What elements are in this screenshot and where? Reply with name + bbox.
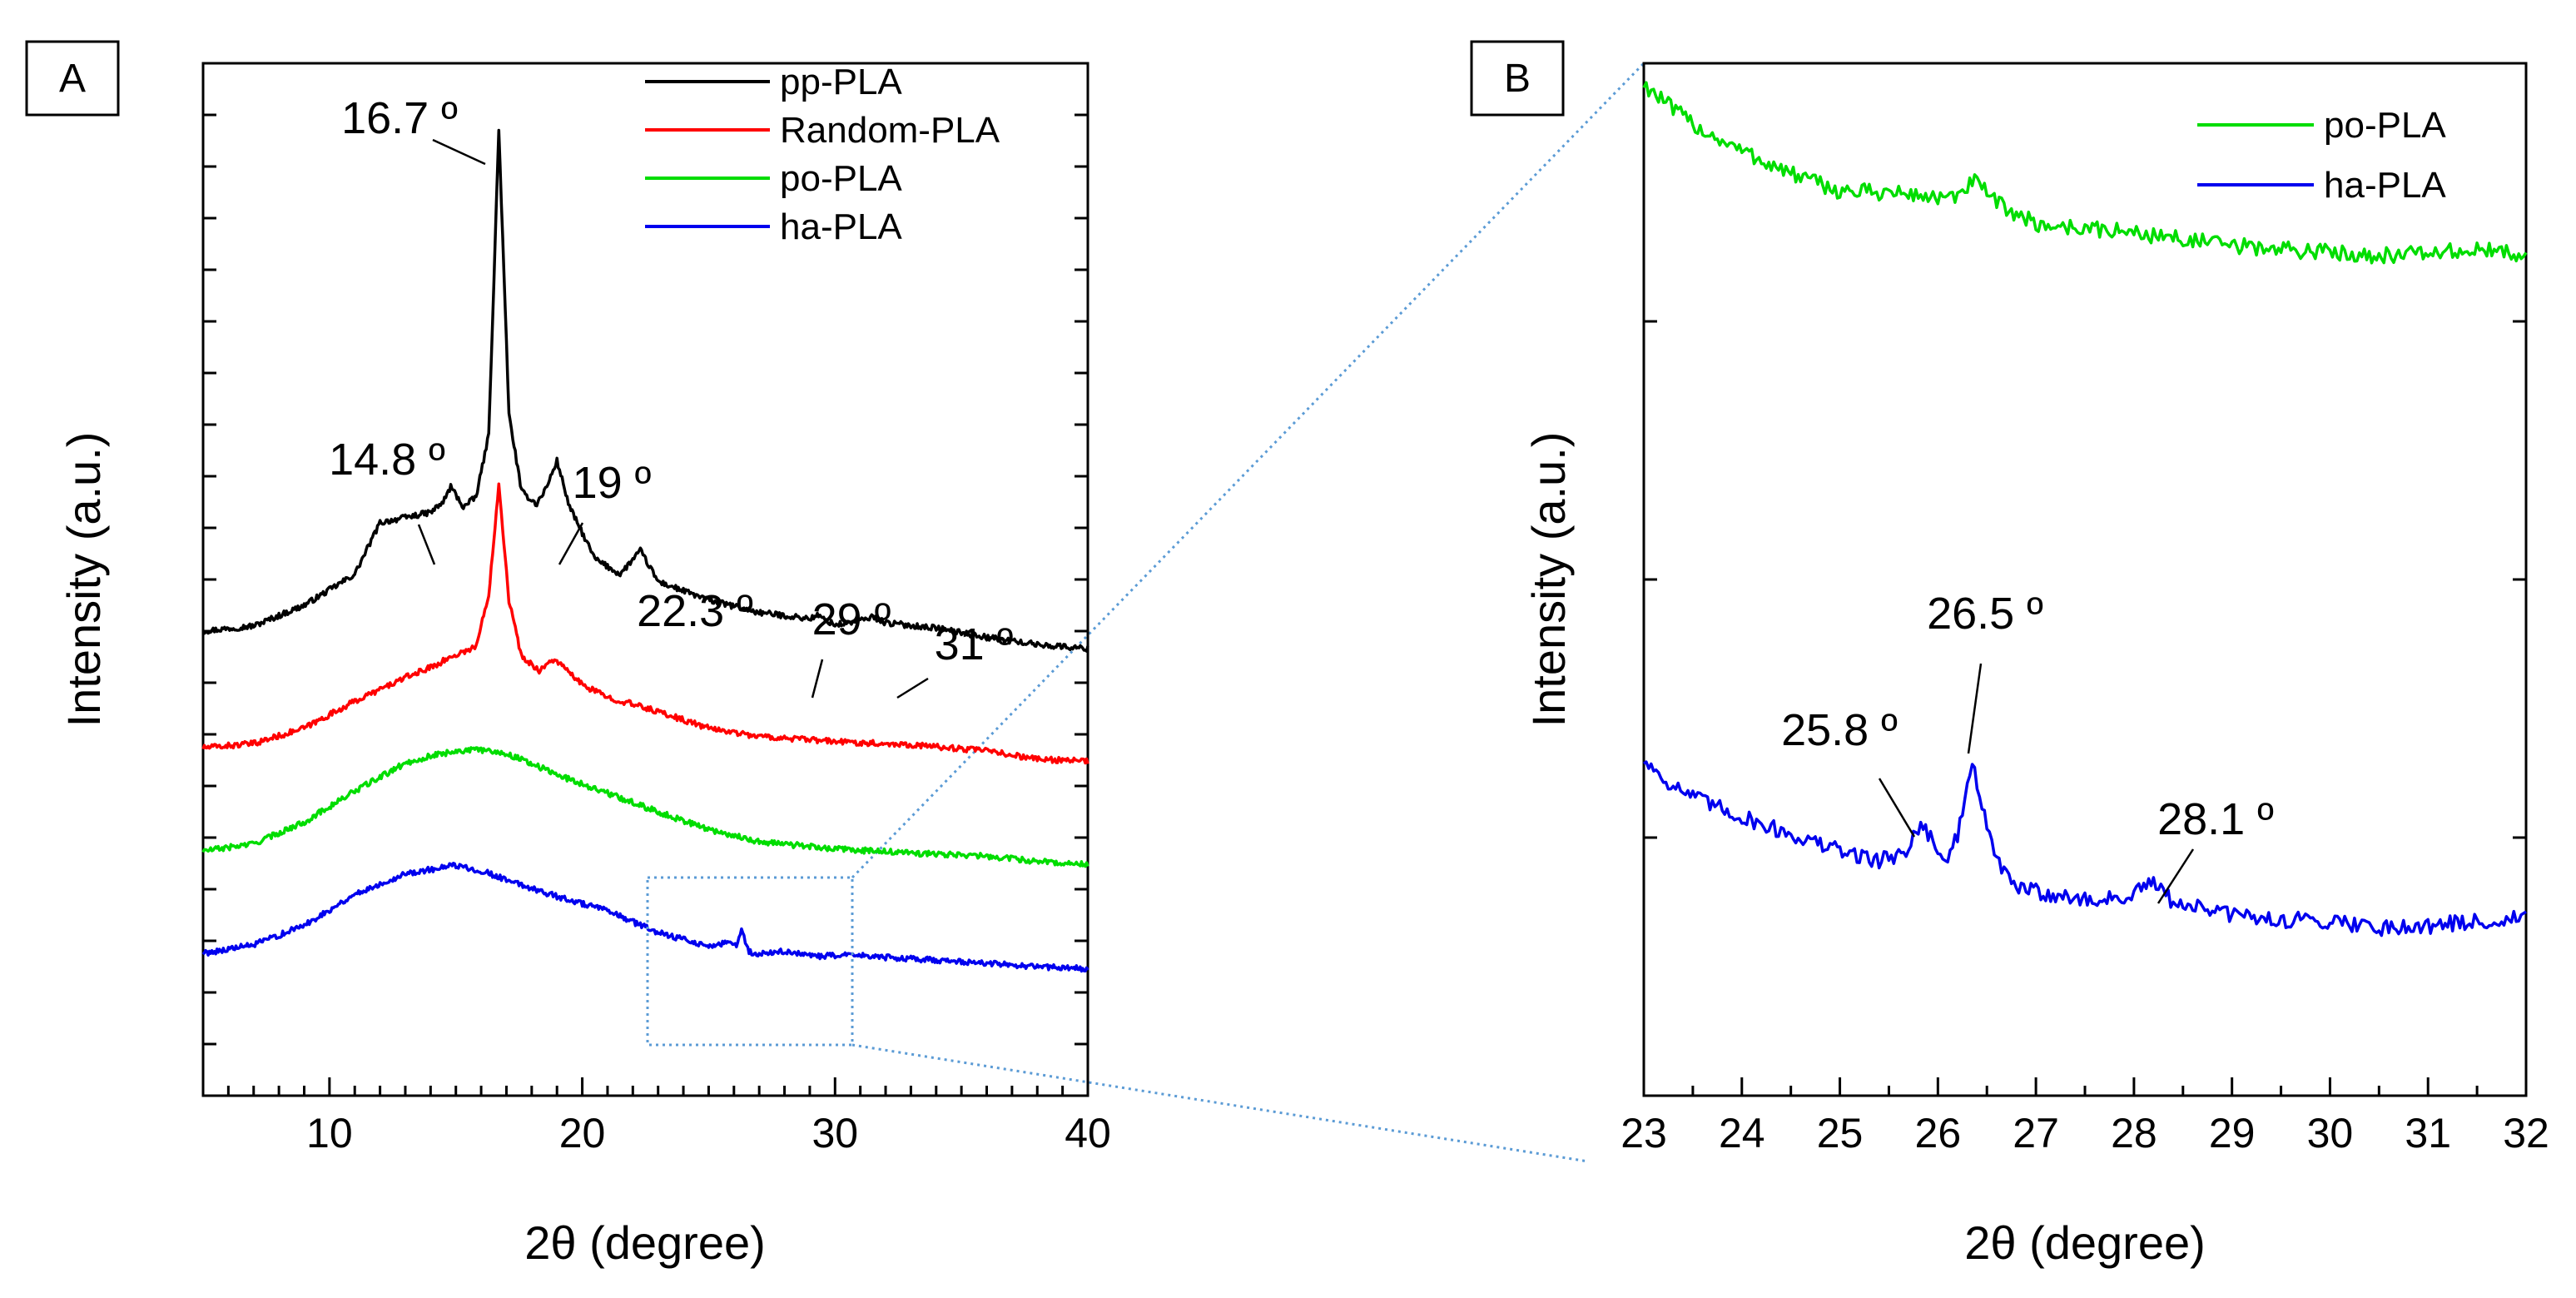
panel-b-chart: 23 24 25 26 27 28 29 30 31 32 25.8 º26.5 º28.1 º … (1522, 62, 2549, 1269)
series-line-pp-pla (201, 128, 1089, 653)
legend-label-ha-pla: ha-PLA (2324, 165, 2446, 206)
peak-annotation-leader (1878, 778, 1916, 838)
legend-label-po-pla: po-PLA (780, 158, 902, 199)
series-line-ha-pla (201, 862, 1089, 973)
x-tick-label: 29 (2209, 1110, 2256, 1156)
peak-annotation-leader (417, 524, 436, 565)
peak-annotation-label: 14.8 º (329, 435, 445, 485)
panel-a-tag-box (25, 40, 120, 117)
zoom-connector-top (851, 62, 1645, 879)
peak-annotation-label: 22.3 º (637, 586, 753, 636)
panel-a-series-lines (201, 128, 1089, 973)
panel-a-plot-frame (201, 62, 1089, 1097)
peak-annotation-label: 26.5 º (1927, 589, 2043, 639)
peak-annotation-label: 19 º (573, 458, 652, 508)
legend-label-po-pla: po-PLA (2324, 105, 2446, 146)
x-tick-label: 30 (812, 1110, 858, 1156)
panel-b-tag: B (1504, 57, 1531, 101)
peak-annotation-label: 29 º (812, 594, 891, 644)
peak-annotation-leader (558, 522, 584, 565)
peak-annotation-leader (432, 138, 486, 166)
peak-annotation-leader (896, 677, 929, 699)
panel-b-legend: po-PLA ha-PLA (2197, 105, 2446, 206)
series-line-ha-pla (1642, 760, 2527, 937)
panel-a-y-axis-label: Intensity (a.u.) (57, 432, 110, 728)
zoom-connector-bottom (851, 1043, 1589, 1163)
x-tick-label: 10 (306, 1110, 353, 1156)
panel-a-tag: A (59, 57, 86, 101)
panel-a-ticks: 10 20 30 40 (201, 113, 1111, 1156)
x-tick-label: 23 (1621, 1110, 1667, 1156)
peak-annotation-label: 31 º (935, 619, 1014, 669)
series-line-po-pla (1642, 81, 2528, 265)
x-tick-label: 32 (2503, 1110, 2549, 1156)
legend-label-random-pla: Random-PLA (780, 110, 1000, 151)
panel-b-annotations: 25.8 º 26.5 º 28.1 º (1781, 589, 2274, 904)
peak-annotation-label: 16.7 º (341, 93, 458, 143)
panel-b-plot-frame (1642, 62, 2528, 1097)
peak-annotation-leader (2157, 848, 2195, 904)
legend-label-ha-pla: ha-PLA (780, 206, 902, 247)
panel-a-annotations: 16.7 º 14.8 º 19 º 22.3 º 29 º 31 º (329, 93, 1014, 699)
peak-annotation-leader (811, 659, 824, 699)
x-tick-label: 40 (1065, 1110, 1111, 1156)
x-tick-label: 26 (1915, 1110, 1962, 1156)
peak-annotation-label: 25.8 º (1781, 705, 1898, 755)
x-tick-label: 20 (559, 1110, 606, 1156)
panel-b-x-axis-label: 2θ (degree) (1964, 1216, 2206, 1269)
series-line-random-pla (201, 482, 1089, 765)
legend-label-pp-pla: pp-PLA (780, 62, 902, 102)
series-line-po-pla (201, 746, 1089, 868)
panel-a-chart: 10 20 30 40 16.7 º14.8 º 19 º22.3 º 29 º 31 º … (57, 62, 1111, 1269)
x-tick-label: 24 (1719, 1110, 1765, 1156)
x-tick-label: 31 (2405, 1110, 2451, 1156)
x-tick-label: 28 (2111, 1110, 2157, 1156)
panel-a-x-axis-label: 2θ (degree) (524, 1216, 766, 1269)
x-tick-label: 27 (2013, 1110, 2059, 1156)
panel-b-tag-box (1470, 40, 1565, 117)
panel-b-y-axis-label: Intensity (a.u.) (1522, 432, 1575, 728)
panel-a-legend: pp-PLA Random-PLA po-PLA ha-PLA (645, 62, 1000, 247)
peak-annotation-label: 28.1 º (2157, 794, 2274, 844)
panel-b-series-lines (1642, 81, 2528, 937)
x-tick-label: 30 (2307, 1110, 2354, 1156)
peak-annotation-leader (1967, 663, 1983, 754)
panel-b-ticks: 23 24 25 26 27 28 29 30 31 32 (1621, 320, 2549, 1156)
zoom-region-box (646, 876, 854, 1047)
x-tick-label: 25 (1817, 1110, 1864, 1156)
